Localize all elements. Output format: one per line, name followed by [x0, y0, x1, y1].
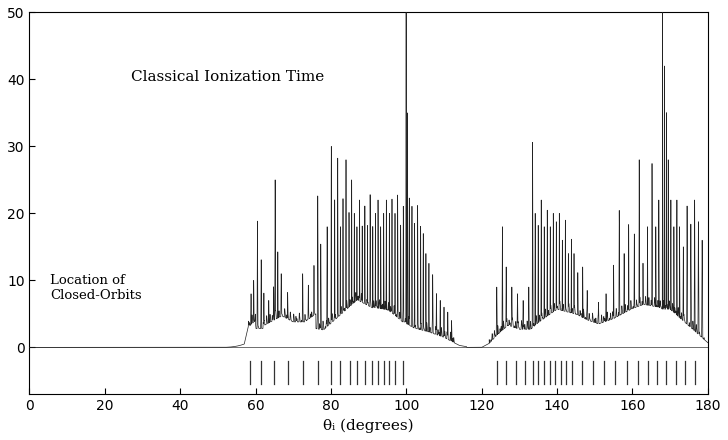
X-axis label: θᵢ (degrees): θᵢ (degrees)	[323, 419, 414, 433]
Text: Classical Ionization Time: Classical Ionization Time	[131, 70, 325, 84]
Text: Location of
Closed-Orbits: Location of Closed-Orbits	[50, 274, 141, 302]
